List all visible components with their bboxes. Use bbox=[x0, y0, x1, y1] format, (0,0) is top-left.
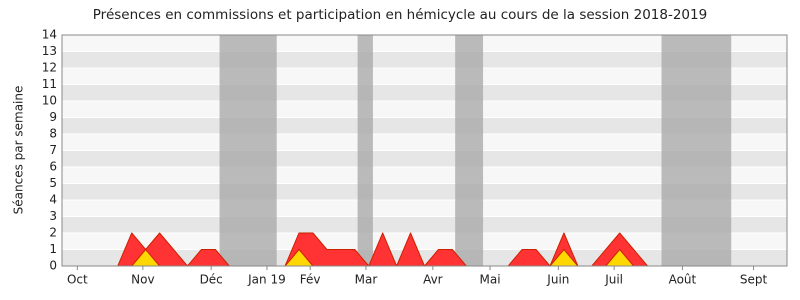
y-tick-label: 1 bbox=[49, 242, 57, 256]
x-tick-label: Déc bbox=[200, 273, 223, 287]
x-tick-label: Mai bbox=[480, 273, 501, 287]
x-tick-label: Juil bbox=[604, 273, 623, 287]
y-tick-label: 12 bbox=[42, 61, 57, 75]
y-tick-label: 9 bbox=[49, 110, 57, 124]
y-tick-label: 0 bbox=[49, 259, 57, 273]
y-tick-label: 7 bbox=[49, 143, 57, 157]
y-tick-label: 3 bbox=[49, 209, 57, 223]
x-tick-label: Juin bbox=[546, 273, 569, 287]
y-tick-label: 13 bbox=[42, 44, 57, 58]
y-tick-label: 4 bbox=[49, 193, 57, 207]
x-tick-label: Oct bbox=[67, 273, 88, 287]
x-tick-label: Nov bbox=[131, 273, 154, 287]
x-tick-label: Août bbox=[669, 273, 697, 287]
x-tick-label: Fév bbox=[300, 273, 321, 287]
chart-title: Présences en commissions et participatio… bbox=[93, 7, 707, 23]
y-tick-label: 2 bbox=[49, 226, 57, 240]
plot-border bbox=[61, 34, 788, 267]
x-tick-label: Jan 19 bbox=[247, 273, 286, 287]
shaded-period bbox=[357, 35, 373, 266]
y-tick-label: 10 bbox=[42, 94, 57, 108]
x-tick-label: Sept bbox=[740, 273, 768, 287]
x-tick-label: Mar bbox=[355, 273, 378, 287]
shaded-period bbox=[661, 35, 732, 266]
shaded-period bbox=[455, 35, 484, 266]
y-tick-label: 14 bbox=[42, 28, 57, 42]
y-tick-label: 6 bbox=[49, 160, 57, 174]
shaded-period bbox=[219, 35, 277, 266]
y-tick-label: 5 bbox=[49, 176, 57, 190]
y-tick-label: 11 bbox=[42, 77, 57, 91]
x-tick-label: Avr bbox=[423, 273, 443, 287]
y-axis-label: Séances par semaine bbox=[12, 86, 26, 215]
y-tick-label: 8 bbox=[49, 127, 57, 141]
